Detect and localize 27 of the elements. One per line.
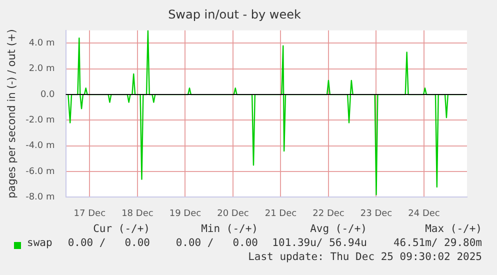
text: Avg (-/+) [310, 223, 367, 235]
y-tick-label: 2.0 m [28, 64, 55, 74]
text: 46.51m/ 29.80m [393, 237, 482, 249]
text: 0.00 / 0.00 [176, 237, 258, 249]
text: 101.39u/ 56.94u [272, 237, 367, 249]
text: 0.00 / 0.00 [68, 237, 150, 249]
text: Min (-/+) [201, 223, 258, 235]
x-tick-label: 23 Dec [360, 208, 392, 219]
text: Max (-/+) [425, 223, 482, 235]
y-tick-label: 0.0 [40, 90, 56, 100]
y-axis-title: pages per second in (-) / out (+) [6, 29, 18, 198]
x-tick-label: 20 Dec [217, 208, 249, 219]
y-tick-label: -2.0 m [26, 116, 55, 126]
x-tick-label: 24 Dec [408, 208, 440, 219]
x-tick-label: 18 Dec [122, 208, 154, 219]
chart-title: Swap in/out - by week [168, 7, 301, 22]
text: Cur (-/+) [93, 223, 150, 235]
text: Last update: Thu Dec 25 09:30:02 2025 [248, 251, 482, 263]
x-tick-label: 17 Dec [74, 208, 106, 219]
x-tick-label: 19 Dec [169, 208, 202, 219]
y-tick-label: -6.0 m [26, 166, 55, 177]
y-tick-label: -8.0 m [26, 192, 55, 203]
legend-label: swap [27, 237, 52, 249]
x-tick-label: 21 Dec [264, 208, 297, 219]
y-tick-label: -4.0 m [26, 141, 55, 152]
y-tick-label: 4.0 m [28, 38, 55, 49]
x-tick-label: 22 Dec [312, 208, 344, 219]
